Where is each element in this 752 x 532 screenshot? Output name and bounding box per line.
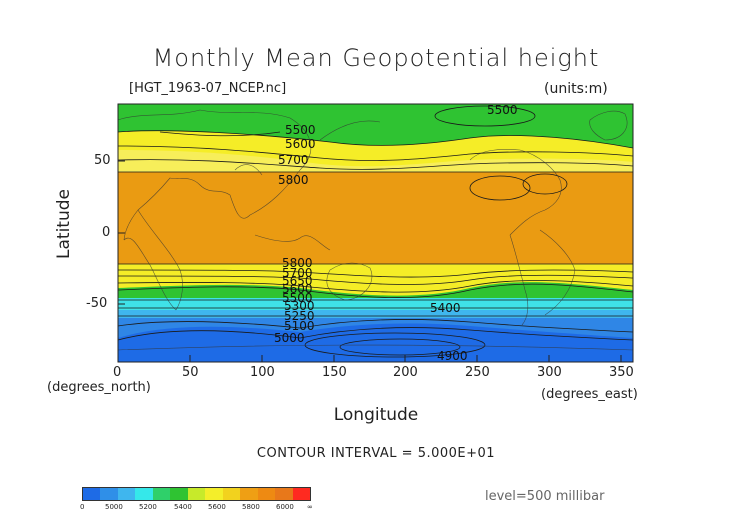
y-axis-label: Latitude xyxy=(54,189,74,259)
contour-label: 5400 xyxy=(430,301,461,315)
colorbar-label: 5400 xyxy=(174,503,192,511)
colorbar-label: 5000 xyxy=(105,503,123,511)
contour-label-group: 5500 5500 5600 5700 5800 5800 5700 5650 … xyxy=(274,103,518,363)
x-axis-label: Longitude xyxy=(333,405,419,425)
colorbar-segment xyxy=(135,488,153,500)
contour-label: 5700 xyxy=(282,266,313,280)
x-tick: 200 xyxy=(393,365,418,380)
map-title: Monthly Mean Geopotential height xyxy=(152,44,600,72)
colorbar-labels: 0 5000 5200 5400 5600 5800 6000 ∞ xyxy=(78,503,318,515)
contour-label: 5600 xyxy=(282,282,313,296)
colorbar-segment xyxy=(117,488,136,500)
colorbar-segment xyxy=(152,488,171,500)
x-tick: 250 xyxy=(465,365,490,380)
y-tick: 50 xyxy=(94,153,111,168)
contour-label: 4900 xyxy=(437,349,468,363)
contour-label: 5600 xyxy=(285,137,316,151)
colorbar-label: 5200 xyxy=(139,503,157,511)
contour-label: 5800 xyxy=(278,173,309,187)
coastlines xyxy=(118,109,633,351)
colorbar-label: ∞ xyxy=(307,503,313,511)
units-label: (units:m) xyxy=(544,81,608,97)
colorbar-segment xyxy=(240,488,258,500)
colorbar-segment xyxy=(257,488,276,500)
contour-interval: CONTOUR INTERVAL = 5.000E+01 xyxy=(256,446,496,461)
colorbar-segment xyxy=(83,488,101,500)
colorbar-segment xyxy=(205,488,223,500)
x-tick: 50 xyxy=(182,365,199,380)
contour-label: 5500 xyxy=(285,123,316,137)
y-tick: -50 xyxy=(86,296,108,311)
y-tick: 0 xyxy=(102,225,111,240)
colorbar-segment xyxy=(275,488,293,500)
colorbar-segment xyxy=(100,488,118,500)
colorbar-label: 0 xyxy=(80,503,85,511)
x-tick: 0 xyxy=(113,365,122,380)
colorbar-segment xyxy=(222,488,241,500)
contour-label: 5300 xyxy=(284,299,315,313)
contour-label: 5500 xyxy=(487,103,518,117)
x-tick: 150 xyxy=(322,365,347,380)
colorbar-segment xyxy=(292,488,311,500)
contour-label: 5800 xyxy=(282,256,313,270)
colorbar-segment xyxy=(187,488,206,500)
contour-label: 5100 xyxy=(284,319,315,333)
colorbar-label: 6000 xyxy=(276,503,294,511)
x-tick: 350 xyxy=(609,365,634,380)
x-unit-note: (degrees_east) xyxy=(541,387,638,402)
colorbar-label: 5800 xyxy=(242,503,260,511)
colorbar-segment xyxy=(170,488,188,500)
contour-label: 5700 xyxy=(278,153,309,167)
contour-label: 5250 xyxy=(284,309,315,323)
contour-fill xyxy=(118,104,633,362)
contour-label: 5650 xyxy=(282,274,313,288)
contour-label: 5000 xyxy=(274,331,305,345)
y-unit-note: (degrees_north) xyxy=(47,380,151,395)
level-note: level=500 millibar xyxy=(485,489,605,504)
colorbar xyxy=(82,487,311,501)
contour-label: 5500 xyxy=(282,291,313,305)
file-name: [HGT_1963-07_NCEP.nc] xyxy=(129,81,287,96)
colorbar-label: 5600 xyxy=(208,503,226,511)
x-tick: 100 xyxy=(250,365,275,380)
x-tick: 300 xyxy=(537,365,562,380)
